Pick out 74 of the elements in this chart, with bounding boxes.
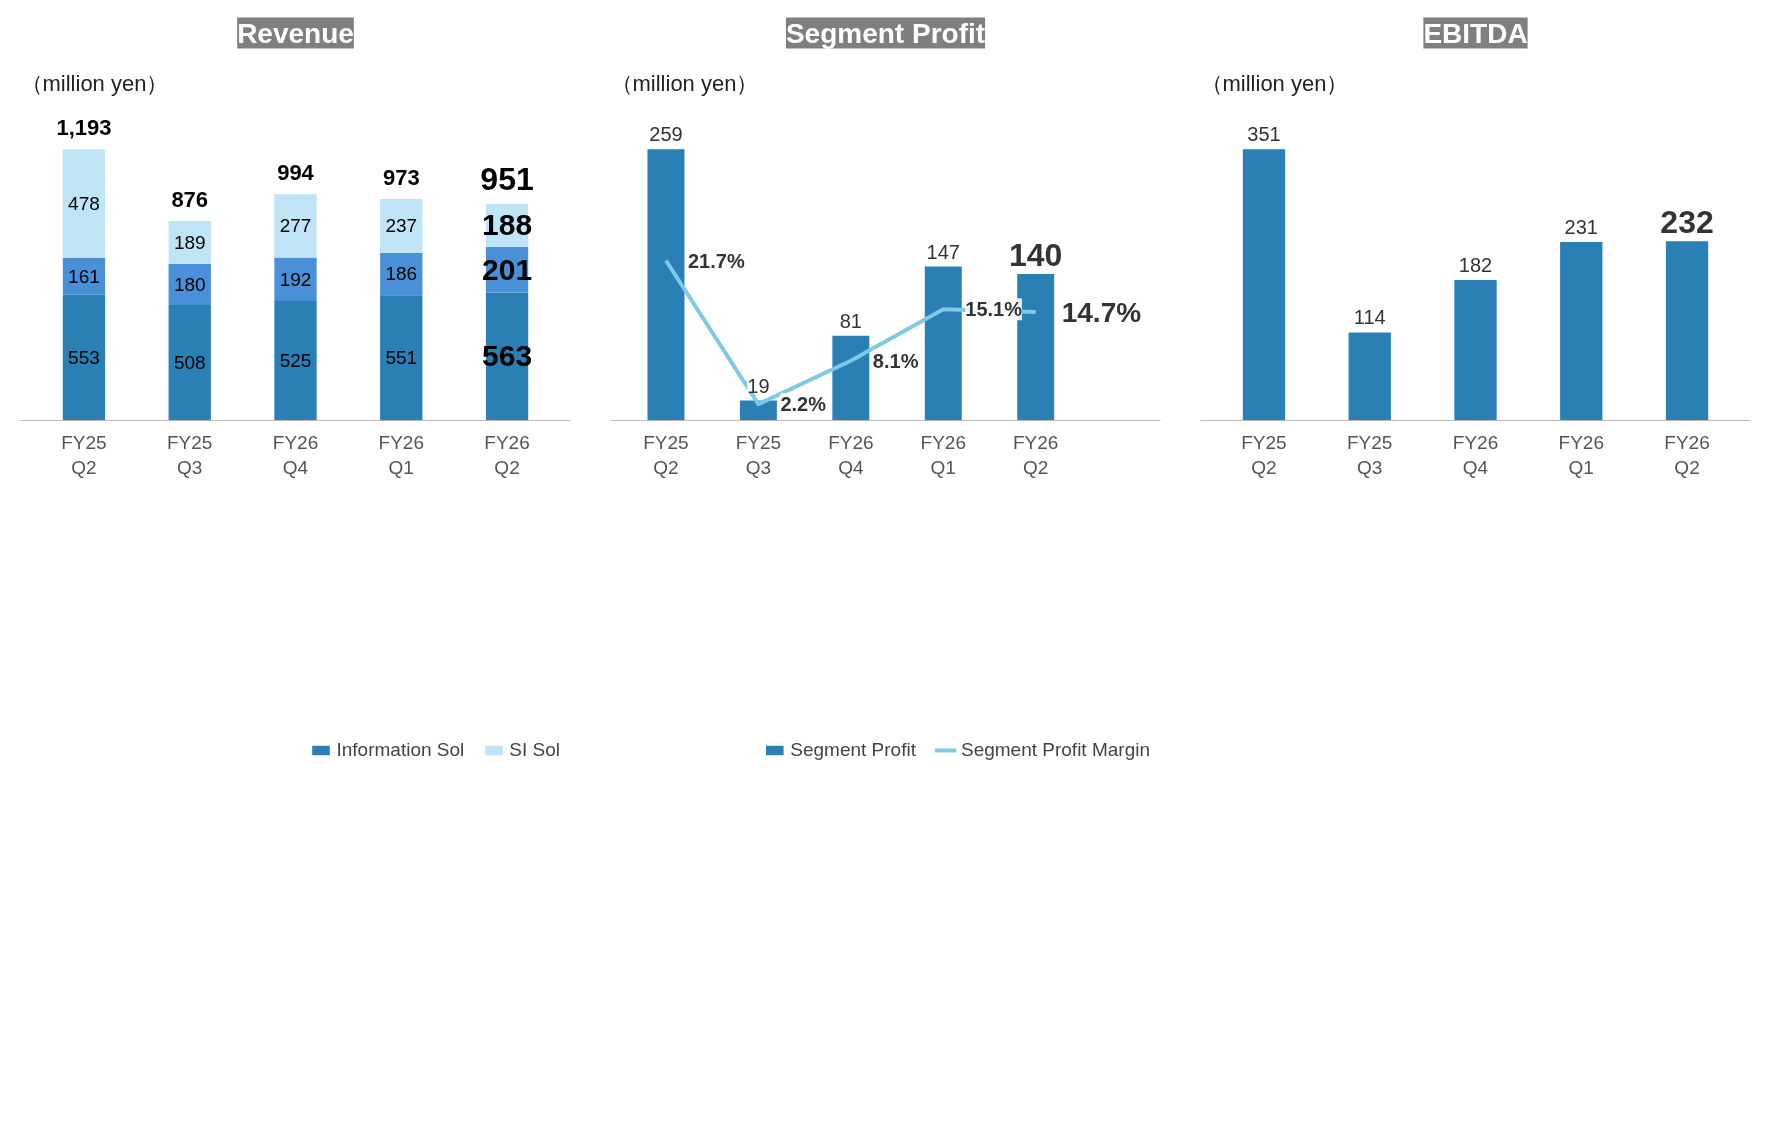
chart-title: EBITDA	[1423, 17, 1528, 49]
data-label: 189	[173, 231, 206, 253]
data-label: 192	[279, 268, 312, 290]
bar	[1454, 279, 1497, 421]
data-label: 114	[1353, 306, 1386, 329]
data-label: 186	[385, 263, 418, 285]
x-tick-label: FY25 Q2	[643, 431, 689, 478]
chart-subtitle: （million yen）	[20, 70, 169, 96]
bar	[274, 301, 317, 421]
x-tick-label: FY26 Q4	[272, 431, 319, 478]
total-label: 951	[480, 160, 534, 197]
data-label: 351	[1247, 123, 1281, 146]
x-tick-label: FY26 Q1	[920, 431, 966, 478]
x-tick-label: FY26 Q2	[1013, 431, 1059, 478]
bar	[274, 194, 317, 258]
data-label: 15.1%	[965, 298, 1023, 321]
bar	[274, 257, 317, 302]
legend-label: Information Sol	[336, 739, 465, 761]
data-label: 277	[279, 215, 312, 237]
data-label: 551	[385, 347, 418, 369]
x-tick-label: FY26 Q1	[378, 431, 424, 478]
x-tick-label: FY25 Q3	[735, 431, 782, 478]
bar	[62, 149, 106, 259]
data-label: 508	[173, 352, 206, 374]
data-label: 259	[649, 123, 683, 146]
chart-subtitle: （million yen）	[1200, 70, 1349, 96]
bar	[1665, 241, 1709, 421]
data-label: 14.7%	[1061, 296, 1142, 328]
x-tick-label: FY26 Q4	[1452, 431, 1499, 478]
bar	[1560, 242, 1603, 421]
legend-label: Segment Profit Margin	[960, 739, 1150, 761]
chart-title: Segment Profit	[785, 17, 986, 49]
legend-label: Segment Profit	[790, 739, 916, 761]
total-label: 876	[171, 186, 209, 212]
data-label: 19	[747, 374, 770, 397]
total-label: 1,193	[56, 115, 112, 141]
bar	[380, 198, 423, 253]
data-label: 180	[173, 273, 206, 295]
x-tick-label: FY26 Q1	[1558, 431, 1604, 478]
data-label: 188	[482, 208, 533, 242]
total-label: 973	[382, 164, 420, 190]
bar	[62, 294, 106, 421]
x-tick-label: FY25 Q2	[1241, 431, 1287, 478]
data-label: 231	[1564, 216, 1598, 239]
data-label: 21.7%	[687, 249, 745, 272]
x-tick-label: FY26 Q4	[828, 431, 874, 478]
x-tick-label: FY26 Q2	[1664, 431, 1710, 478]
bar	[1242, 149, 1286, 421]
data-label: 140	[1009, 236, 1063, 273]
bar	[924, 266, 962, 421]
bar	[832, 335, 870, 421]
x-tick-label: FY25 Q3	[167, 431, 213, 478]
data-label: 161	[68, 265, 100, 287]
data-label: 237	[385, 215, 418, 237]
data-label: 525	[279, 350, 312, 372]
x-tick-label: FY25 Q2	[61, 431, 107, 478]
data-label: 553	[68, 347, 100, 369]
x-tick-label: FY26 Q2	[484, 431, 530, 478]
bar	[1348, 332, 1391, 421]
chart-subtitle: （million yen）	[610, 70, 759, 96]
data-label: 182	[1458, 253, 1493, 276]
data-label: 478	[68, 193, 100, 215]
chart-title: Revenue	[237, 17, 354, 49]
data-label: 81	[839, 309, 862, 332]
x-tick-label: FY25 Q3	[1347, 431, 1393, 478]
bar	[647, 149, 685, 421]
legend-label: SI Sol	[509, 739, 560, 761]
data-label: 232	[1660, 204, 1714, 241]
bar	[168, 304, 211, 421]
data-label: 2.2%	[780, 393, 827, 416]
total-label: 994	[277, 160, 315, 186]
data-label: 8.1%	[872, 349, 919, 372]
bar	[380, 295, 423, 421]
data-label: 147	[926, 240, 960, 263]
